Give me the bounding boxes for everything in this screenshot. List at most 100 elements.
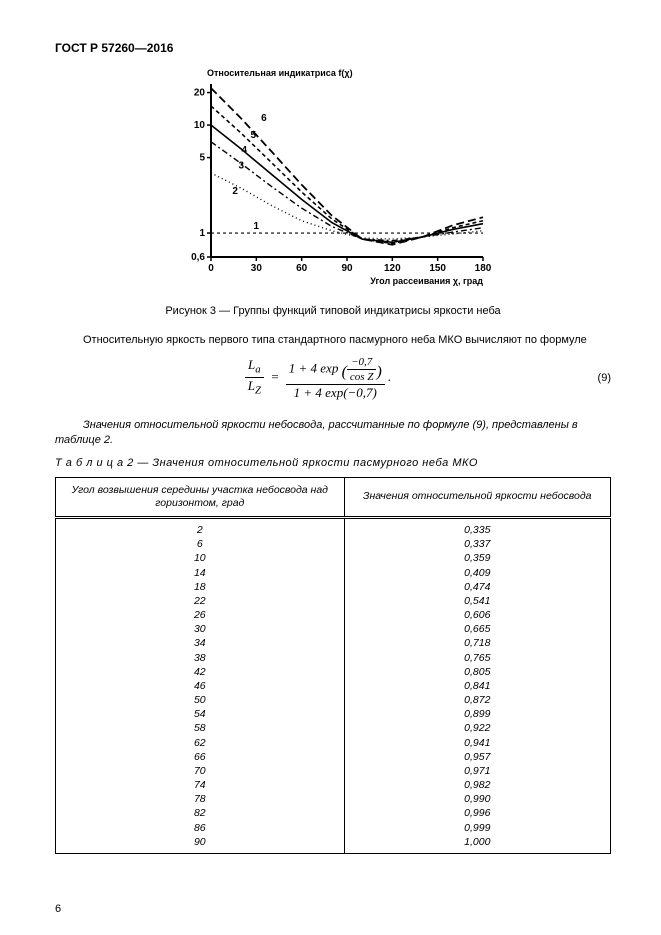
svg-text:30: 30 bbox=[251, 263, 263, 274]
doc-id: ГОСТ Р 57260—2016 bbox=[55, 40, 611, 56]
cell-angle: 34 bbox=[56, 636, 345, 650]
formula-number: (9) bbox=[581, 371, 611, 386]
table-header-angle: Угол возвышения середины участка небосво… bbox=[56, 477, 345, 517]
table-row: 700,971 bbox=[56, 764, 611, 778]
svg-text:1: 1 bbox=[199, 228, 205, 239]
cell-angle: 86 bbox=[56, 821, 345, 835]
cell-angle: 46 bbox=[56, 679, 345, 693]
formula-rhs: 1 + 4 exp ( −0,7 cos Z ) 1 + 4 exp(−0,7) bbox=[286, 356, 385, 400]
svg-text:2: 2 bbox=[232, 186, 238, 197]
cell-value: 0,335 bbox=[344, 517, 610, 537]
paragraph-intro: Относительную яркость первого типа станд… bbox=[55, 333, 611, 348]
cell-angle: 82 bbox=[56, 806, 345, 820]
table-row: 340,718 bbox=[56, 636, 611, 650]
cell-value: 0,337 bbox=[344, 537, 610, 551]
cell-angle: 18 bbox=[56, 580, 345, 594]
svg-text:120: 120 bbox=[384, 263, 401, 274]
table-row: 780,990 bbox=[56, 792, 611, 806]
table-row: 860,999 bbox=[56, 821, 611, 835]
cell-value: 0,805 bbox=[344, 665, 610, 679]
table-row: 380,765 bbox=[56, 651, 611, 665]
paragraph-note: Значения относительной яркости небосвода… bbox=[55, 418, 611, 448]
table-row: 820,996 bbox=[56, 806, 611, 820]
table-row: 580,922 bbox=[56, 721, 611, 735]
cell-value: 0,541 bbox=[344, 594, 610, 608]
cell-angle: 70 bbox=[56, 764, 345, 778]
table-row: 660,957 bbox=[56, 750, 611, 764]
cell-angle: 58 bbox=[56, 721, 345, 735]
cell-value: 0,765 bbox=[344, 651, 610, 665]
cell-value: 0,841 bbox=[344, 679, 610, 693]
cell-angle: 38 bbox=[56, 651, 345, 665]
formula-row: La LZ = 1 + 4 exp ( −0,7 cos Z ) 1 + 4 e… bbox=[55, 356, 611, 400]
cell-angle: 62 bbox=[56, 736, 345, 750]
table-caption: Т а б л и ц а 2 — Значения относительной… bbox=[55, 456, 611, 471]
table-row: 460,841 bbox=[56, 679, 611, 693]
cell-value: 0,922 bbox=[344, 721, 610, 735]
cell-angle: 14 bbox=[56, 566, 345, 580]
cell-value: 0,941 bbox=[344, 736, 610, 750]
cell-angle: 30 bbox=[56, 622, 345, 636]
cell-value: 0,359 bbox=[344, 551, 610, 565]
svg-text:4: 4 bbox=[241, 145, 247, 156]
cell-value: 0,996 bbox=[344, 806, 610, 820]
figure-caption: Рисунок 3 — Группы функций типовой индик… bbox=[55, 304, 611, 319]
table-row: 260,606 bbox=[56, 608, 611, 622]
cell-value: 0,665 bbox=[344, 622, 610, 636]
indicatrix-chart: Относительная индикатриса f(χ)0,61510200… bbox=[173, 64, 493, 289]
table-row: 500,872 bbox=[56, 693, 611, 707]
chart-container: Относительная индикатриса f(χ)0,61510200… bbox=[173, 64, 493, 294]
cell-angle: 42 bbox=[56, 665, 345, 679]
svg-text:Угол рассеивания χ, град: Угол рассеивания χ, град bbox=[370, 276, 483, 286]
cell-value: 0,409 bbox=[344, 566, 610, 580]
table-row: 620,941 bbox=[56, 736, 611, 750]
cell-angle: 90 bbox=[56, 835, 345, 854]
table-row: 420,805 bbox=[56, 665, 611, 679]
page: ГОСТ Р 57260—2016 Относительная индикатр… bbox=[0, 0, 661, 935]
cell-angle: 26 bbox=[56, 608, 345, 622]
svg-text:20: 20 bbox=[194, 88, 206, 99]
svg-text:0: 0 bbox=[208, 263, 214, 274]
table-row: 100,359 bbox=[56, 551, 611, 565]
cell-value: 0,982 bbox=[344, 778, 610, 792]
brightness-table: Угол возвышения середины участка небосво… bbox=[55, 477, 611, 854]
formula-lhs: La LZ bbox=[245, 358, 264, 398]
table-body: 20,33560,337100,359140,409180,474220,541… bbox=[56, 517, 611, 853]
table-row: 60,337 bbox=[56, 537, 611, 551]
cell-value: 0,606 bbox=[344, 608, 610, 622]
cell-value: 0,872 bbox=[344, 693, 610, 707]
cell-value: 0,474 bbox=[344, 580, 610, 594]
svg-text:5: 5 bbox=[199, 153, 205, 164]
svg-text:60: 60 bbox=[296, 263, 308, 274]
svg-text:Относительная индикатриса f(χ): Относительная индикатриса f(χ) bbox=[207, 68, 353, 78]
cell-value: 1,000 bbox=[344, 835, 610, 854]
cell-value: 0,718 bbox=[344, 636, 610, 650]
table-row: 220,541 bbox=[56, 594, 611, 608]
cell-value: 0,899 bbox=[344, 707, 610, 721]
table-row: 20,335 bbox=[56, 517, 611, 537]
table-header-value: Значения относительной яркости небосвода bbox=[344, 477, 610, 517]
svg-text:150: 150 bbox=[429, 263, 446, 274]
cell-angle: 66 bbox=[56, 750, 345, 764]
svg-text:0,6: 0,6 bbox=[191, 252, 205, 263]
cell-angle: 50 bbox=[56, 693, 345, 707]
table-row: 140,409 bbox=[56, 566, 611, 580]
table-row: 300,665 bbox=[56, 622, 611, 636]
cell-value: 0,971 bbox=[344, 764, 610, 778]
table-row: 740,982 bbox=[56, 778, 611, 792]
cell-angle: 78 bbox=[56, 792, 345, 806]
cell-angle: 2 bbox=[56, 517, 345, 537]
cell-angle: 10 bbox=[56, 551, 345, 565]
cell-angle: 6 bbox=[56, 537, 345, 551]
formula: La LZ = 1 + 4 exp ( −0,7 cos Z ) 1 + 4 e… bbox=[55, 356, 581, 400]
table-row: 901,000 bbox=[56, 835, 611, 854]
svg-text:90: 90 bbox=[341, 263, 353, 274]
page-number: 6 bbox=[55, 902, 61, 917]
cell-angle: 22 bbox=[56, 594, 345, 608]
cell-angle: 74 bbox=[56, 778, 345, 792]
cell-value: 0,999 bbox=[344, 821, 610, 835]
table-row: 540,899 bbox=[56, 707, 611, 721]
svg-text:1: 1 bbox=[254, 221, 260, 232]
svg-text:180: 180 bbox=[475, 263, 492, 274]
svg-text:3: 3 bbox=[238, 161, 244, 172]
